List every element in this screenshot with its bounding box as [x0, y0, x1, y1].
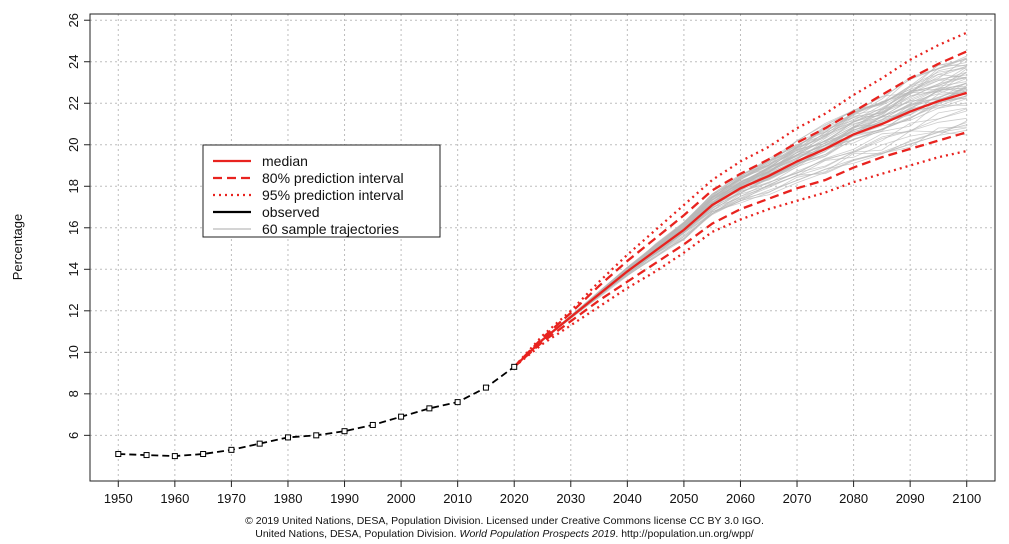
observed-point [200, 451, 207, 458]
x-tick-label: 2040 [613, 491, 642, 506]
sample-trajectory [513, 65, 967, 368]
sample-trajectory [513, 77, 967, 368]
x-tick-label: 2060 [726, 491, 755, 506]
y-axis-label: Percentage [10, 214, 25, 281]
pi95-upper-line [513, 31, 968, 368]
observed-point [313, 432, 320, 439]
sample-trajectory [513, 97, 967, 368]
plot-frame [89, 13, 996, 482]
observed-point [341, 428, 348, 435]
grid-lines [90, 14, 995, 481]
y-tick-label: 6 [66, 432, 81, 439]
legend-label: 80% prediction interval [262, 170, 404, 186]
legend-label: 95% prediction interval [262, 187, 404, 203]
observed-point [482, 384, 489, 391]
x-tick-label: 2090 [896, 491, 925, 506]
sample-trajectory [513, 95, 967, 368]
pi95-lower-line [513, 149, 967, 368]
y-tick-label: 22 [66, 96, 81, 110]
median-line [513, 91, 968, 368]
y-tick-label: 8 [66, 390, 81, 397]
observed-point [143, 452, 150, 459]
source-org: United Nations, DESA, Population Divisio… [255, 528, 457, 540]
x-tick-label: 2070 [783, 491, 812, 506]
observed-line [118, 366, 515, 458]
pi80-lower-line [513, 131, 968, 368]
x-tick-label: 1980 [274, 491, 303, 506]
observed-point [228, 446, 235, 453]
observed-point [369, 421, 376, 428]
sample-trajectory [513, 107, 967, 368]
legend-label: median [262, 153, 308, 169]
x-axis: 1950 1960 1970 1980 1990 2000 2010 2020 2030 2040… [104, 481, 981, 506]
source-title: World Population Prospects 2019 [459, 528, 616, 540]
x-tick-label: 1990 [330, 491, 359, 506]
y-tick-label: 24 [66, 55, 81, 69]
x-tick-label: 1970 [217, 491, 246, 506]
source-line: United Nations, DESA, Population Divisio… [0, 528, 1009, 541]
legend-label: 60 sample trajectories [262, 221, 399, 237]
y-tick-label: 20 [66, 138, 81, 152]
sample-trajectory [513, 126, 967, 368]
y-axis: 6 8 10 12 14 16 18 20 22 24 26 [66, 13, 90, 439]
x-tick-label: 2080 [839, 491, 868, 506]
x-tick-label: 2030 [556, 491, 585, 506]
source-url: . http://population.un.org/wpp/ [615, 528, 754, 540]
sample-trajectory [513, 66, 967, 368]
y-tick-label: 26 [66, 13, 81, 27]
observed-point [511, 363, 518, 370]
observed-point [171, 453, 178, 460]
copyright-line: © 2019 United Nations, DESA, Population … [245, 515, 764, 527]
pi80-upper-line [513, 50, 968, 368]
population-chart: 1950 1960 1970 1980 1990 2000 2010 2020 2030 2040… [10, 13, 996, 506]
sample-trajectory [513, 95, 967, 368]
legend-label: observed [262, 204, 320, 220]
x-tick-label: 1960 [160, 491, 189, 506]
observed-point [426, 405, 433, 412]
x-tick-label: 1950 [104, 491, 133, 506]
x-tick-label: 2100 [952, 491, 981, 506]
observed-point [115, 451, 122, 458]
sample-trajectory [513, 66, 967, 368]
y-tick-label: 16 [66, 221, 81, 235]
y-tick-label: 14 [66, 262, 81, 276]
x-tick-label: 2010 [443, 491, 472, 506]
x-tick-label: 2020 [500, 491, 529, 506]
y-tick-label: 12 [66, 304, 81, 318]
observed-markers [115, 363, 518, 460]
x-tick-label: 2050 [669, 491, 698, 506]
data-series [118, 31, 968, 458]
x-tick-label: 2000 [387, 491, 416, 506]
observed-point [284, 434, 291, 441]
y-tick-label: 10 [66, 345, 81, 359]
observed-point [454, 399, 461, 406]
sample-trajectory [513, 95, 967, 368]
observed-point [398, 413, 405, 420]
observed-point [256, 440, 263, 447]
y-tick-label: 18 [66, 179, 81, 193]
